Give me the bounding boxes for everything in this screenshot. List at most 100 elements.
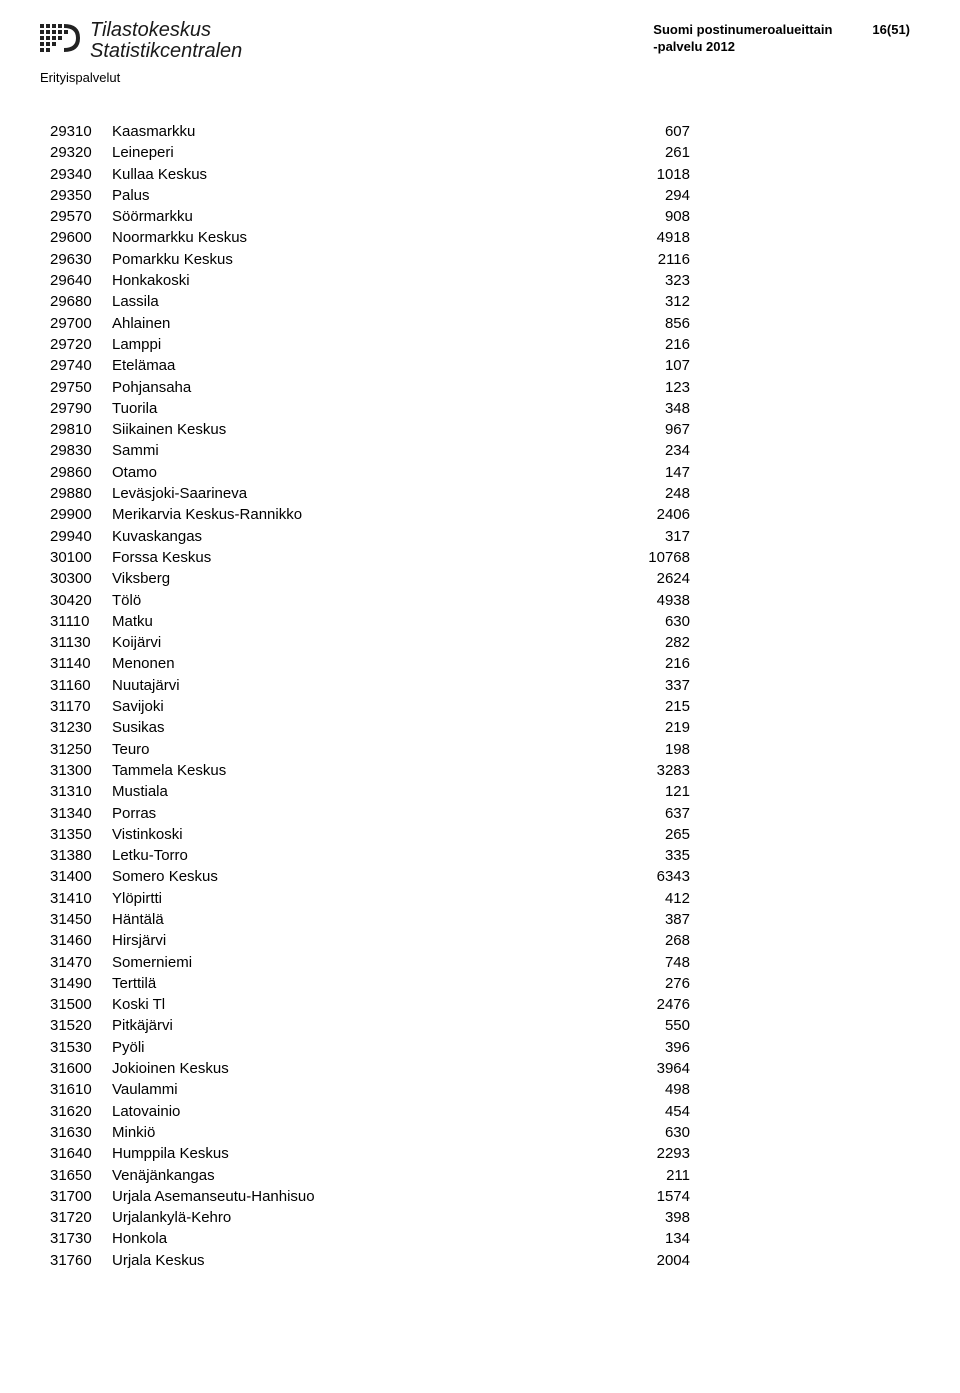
postal-code: 31340	[50, 803, 112, 824]
postal-code: 29630	[50, 249, 112, 270]
postal-code: 31500	[50, 994, 112, 1015]
area-name: Nuutajärvi	[112, 675, 600, 696]
postal-code: 29900	[50, 504, 112, 525]
area-name: Pyöli	[112, 1037, 600, 1058]
table-row: 31600Jokioinen Keskus3964	[50, 1058, 690, 1079]
area-name: Otamo	[112, 462, 600, 483]
postal-code: 29310	[50, 121, 112, 142]
table-row: 31730Honkola134	[50, 1228, 690, 1249]
postal-code: 31140	[50, 653, 112, 674]
table-row: 31130Koijärvi282	[50, 632, 690, 653]
value: 2624	[600, 568, 690, 589]
area-name: Viksberg	[112, 568, 600, 589]
table-row: 31110Matku630	[50, 611, 690, 632]
value: 398	[600, 1207, 690, 1228]
value: 396	[600, 1037, 690, 1058]
table-row: 31530Pyöli396	[50, 1037, 690, 1058]
postal-code: 29790	[50, 398, 112, 419]
area-name: Susikas	[112, 717, 600, 738]
table-row: 29310Kaasmarkku607	[50, 121, 690, 142]
table-row: 31700Urjala Asemanseutu-Hanhisuo1574	[50, 1186, 690, 1207]
value: 2116	[600, 249, 690, 270]
area-name: Palus	[112, 185, 600, 206]
table-row: 29860Otamo147	[50, 462, 690, 483]
value: 335	[600, 845, 690, 866]
area-name: Honkakoski	[112, 270, 600, 291]
postal-code: 29860	[50, 462, 112, 483]
postal-code: 31300	[50, 760, 112, 781]
postal-code: 31630	[50, 1122, 112, 1143]
postal-code: 29600	[50, 227, 112, 248]
postal-code: 29830	[50, 440, 112, 461]
table-row: 31470Somerniemi748	[50, 952, 690, 973]
postal-code: 31230	[50, 717, 112, 738]
value: 216	[600, 653, 690, 674]
area-name: Kuvaskangas	[112, 526, 600, 547]
value: 219	[600, 717, 690, 738]
value: 550	[600, 1015, 690, 1036]
area-name: Pitkäjärvi	[112, 1015, 600, 1036]
doc-title-block: Suomi postinumeroalueittain -palvelu 201…	[653, 22, 832, 56]
area-name: Pomarkku Keskus	[112, 249, 600, 270]
table-row: 30420Tölö4938	[50, 590, 690, 611]
postal-code: 31460	[50, 930, 112, 951]
value: 2406	[600, 504, 690, 525]
value: 6343	[600, 866, 690, 887]
area-name: Sammi	[112, 440, 600, 461]
value: 967	[600, 419, 690, 440]
table-row: 31650Venäjänkangas211	[50, 1165, 690, 1186]
area-name: Urjalankylä-Kehro	[112, 1207, 600, 1228]
value: 4938	[600, 590, 690, 611]
value: 211	[600, 1165, 690, 1186]
area-name: Leineperi	[112, 142, 600, 163]
table-row: 31410Ylöpirtti412	[50, 888, 690, 909]
table-row: 31230Susikas219	[50, 717, 690, 738]
value: 268	[600, 930, 690, 951]
page-number: 16(51)	[872, 22, 910, 56]
postal-code: 31130	[50, 632, 112, 653]
postal-code: 30300	[50, 568, 112, 589]
value: 630	[600, 1122, 690, 1143]
postal-code: 31400	[50, 866, 112, 887]
postal-code: 31610	[50, 1079, 112, 1100]
table-row: 31500Koski Tl2476	[50, 994, 690, 1015]
area-name: Somero Keskus	[112, 866, 600, 887]
area-name: Matku	[112, 611, 600, 632]
value: 387	[600, 909, 690, 930]
value: 2293	[600, 1143, 690, 1164]
postal-code: 29640	[50, 270, 112, 291]
area-name: Lamppi	[112, 334, 600, 355]
area-name: Kullaa Keskus	[112, 164, 600, 185]
value: 3283	[600, 760, 690, 781]
doc-title-line2: -palvelu 2012	[653, 39, 832, 56]
value: 856	[600, 313, 690, 334]
area-name: Ahlainen	[112, 313, 600, 334]
value: 147	[600, 462, 690, 483]
postal-code: 31530	[50, 1037, 112, 1058]
postal-code: 29750	[50, 377, 112, 398]
postal-code-table: 29310Kaasmarkku60729320Leineperi26129340…	[50, 121, 690, 1271]
table-row: 31400Somero Keskus6343	[50, 866, 690, 887]
value: 2476	[600, 994, 690, 1015]
value: 134	[600, 1228, 690, 1249]
postal-code: 29320	[50, 142, 112, 163]
postal-code: 29700	[50, 313, 112, 334]
table-row: 29880Leväsjoki-Saarineva248	[50, 483, 690, 504]
postal-code: 29940	[50, 526, 112, 547]
table-row: 29750Pohjansaha123	[50, 377, 690, 398]
postal-code: 29810	[50, 419, 112, 440]
area-name: Ylöpirtti	[112, 888, 600, 909]
area-name: Honkola	[112, 1228, 600, 1249]
doc-info: Suomi postinumeroalueittain -palvelu 201…	[653, 22, 910, 56]
area-name: Urjala Asemanseutu-Hanhisuo	[112, 1186, 600, 1207]
area-name: Leväsjoki-Saarineva	[112, 483, 600, 504]
value: 248	[600, 483, 690, 504]
area-name: Forssa Keskus	[112, 547, 600, 568]
table-row: 29700Ahlainen856	[50, 313, 690, 334]
postal-code: 29570	[50, 206, 112, 227]
postal-code: 31600	[50, 1058, 112, 1079]
logo-line1: Tilastokeskus	[90, 20, 242, 41]
value: 312	[600, 291, 690, 312]
postal-code: 31160	[50, 675, 112, 696]
table-row: 30100Forssa Keskus10768	[50, 547, 690, 568]
